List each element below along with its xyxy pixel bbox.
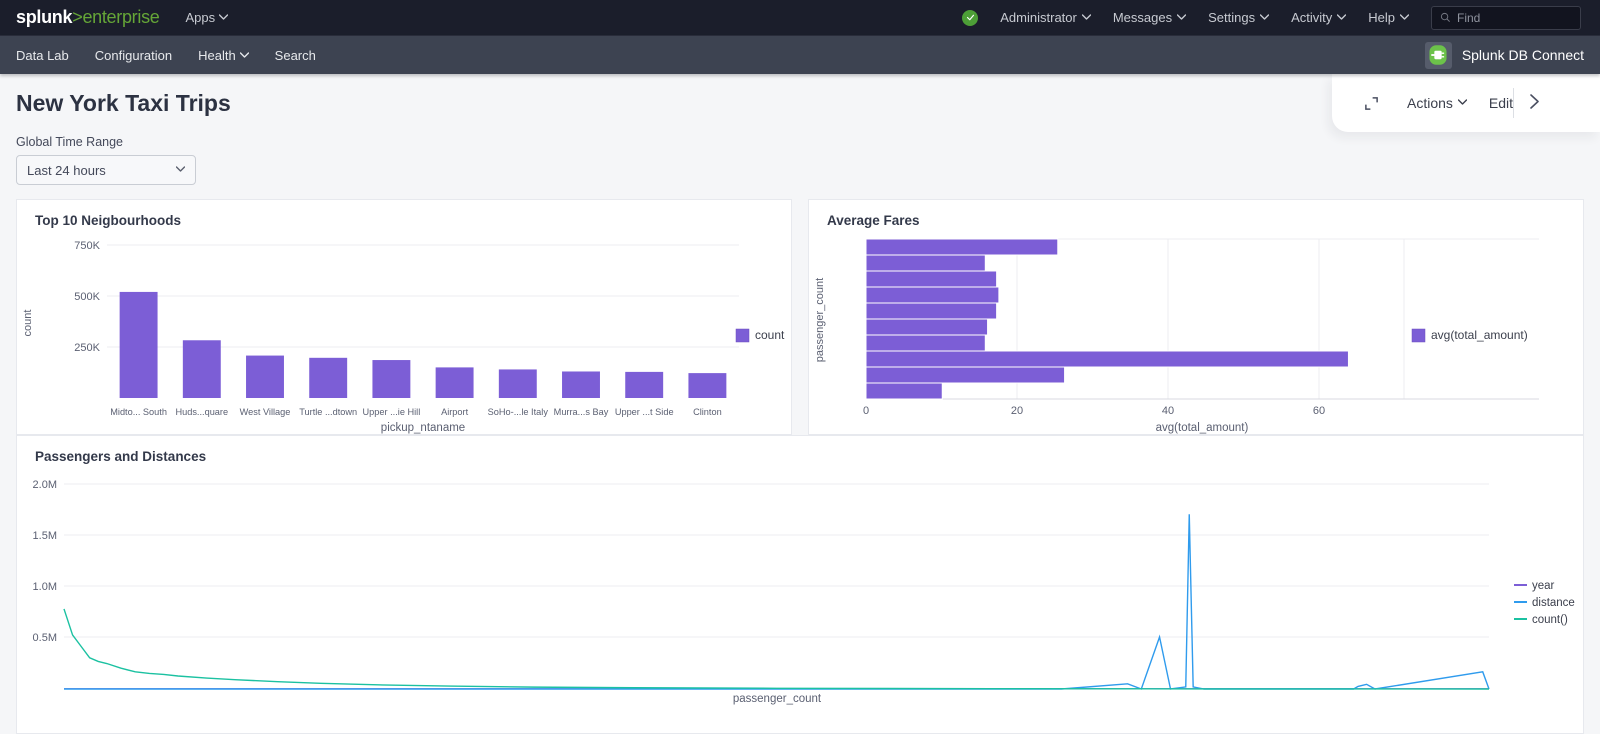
svg-text:distance: distance	[1532, 597, 1575, 609]
svg-text:Clinton: Clinton	[693, 407, 722, 417]
svg-text:year: year	[1532, 580, 1555, 592]
svg-text:Midto... South: Midto... South	[110, 407, 167, 417]
svg-text:Murra...s Bay: Murra...s Bay	[554, 407, 609, 417]
svg-text:Turtle ...dtown: Turtle ...dtown	[299, 407, 357, 417]
svg-text:500K: 500K	[74, 291, 100, 303]
svg-text:40: 40	[1162, 405, 1174, 417]
svg-text:750K: 750K	[74, 240, 100, 252]
svg-text:West Village: West Village	[240, 407, 291, 417]
svg-text:0.5M: 0.5M	[33, 632, 57, 644]
svg-text:1.5M: 1.5M	[33, 530, 57, 542]
svg-text:passenger_count: passenger_count	[814, 278, 826, 362]
svg-text:1.0M: 1.0M	[33, 581, 57, 593]
svg-text:pickup_ntaname: pickup_ntaname	[381, 422, 465, 434]
svg-text:20: 20	[1011, 405, 1023, 417]
svg-text:count: count	[22, 310, 34, 337]
svg-text:2.0M: 2.0M	[33, 479, 57, 491]
svg-text:passenger_count: passenger_count	[733, 693, 822, 705]
svg-text:SoHo-...le Italy: SoHo-...le Italy	[488, 407, 549, 417]
svg-text:count(): count()	[1532, 614, 1568, 626]
svg-text:Huds...quare: Huds...quare	[175, 407, 228, 417]
svg-text:250K: 250K	[74, 342, 100, 354]
svg-text:Upper ...t Side: Upper ...t Side	[615, 407, 674, 417]
svg-text:Airport: Airport	[441, 407, 469, 417]
svg-text:avg(total_amount): avg(total_amount)	[1156, 422, 1249, 434]
svg-text:60: 60	[1313, 405, 1325, 417]
svg-text:Upper ...ie Hill: Upper ...ie Hill	[363, 407, 421, 417]
svg-text:0: 0	[863, 405, 869, 417]
svg-text:count: count	[755, 328, 785, 342]
svg-text:avg(total_amount): avg(total_amount)	[1431, 328, 1528, 342]
